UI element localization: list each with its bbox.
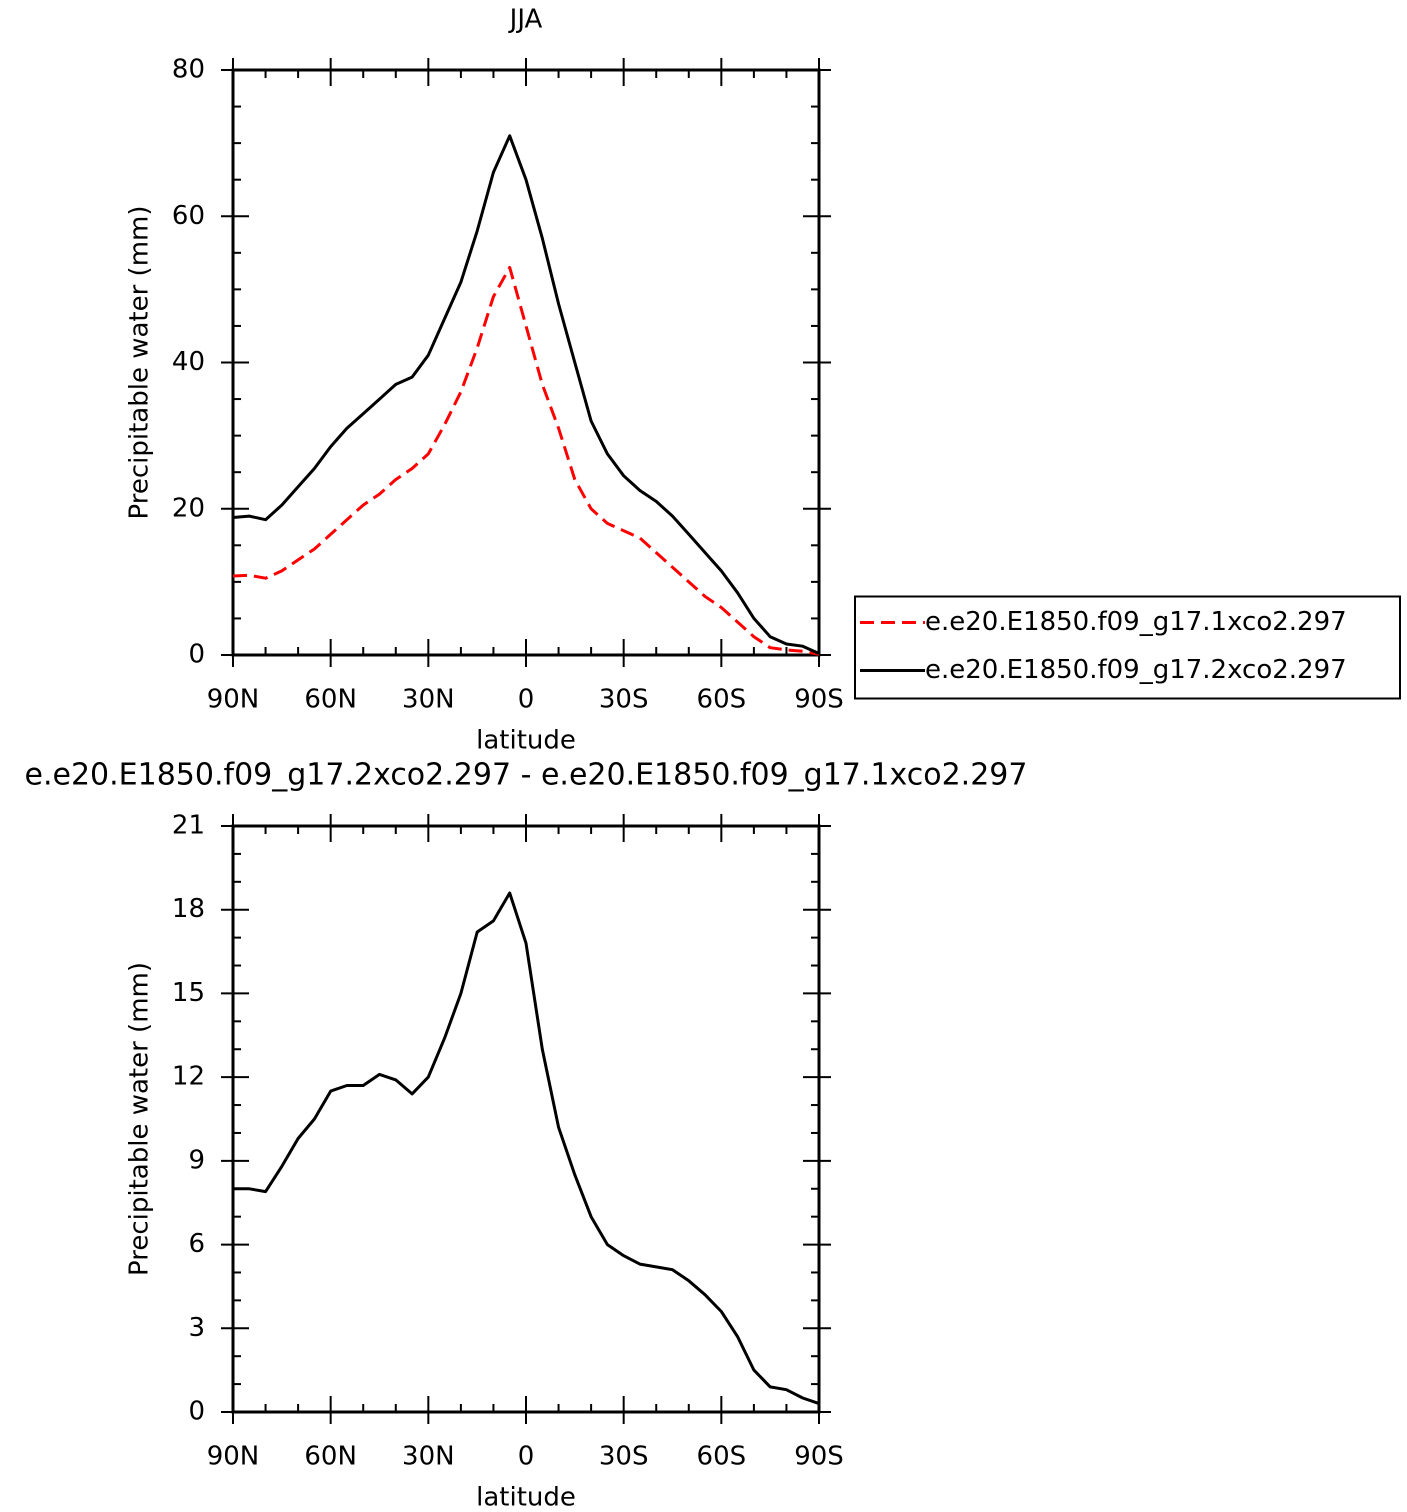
x-tick-label: 0 [518,685,535,715]
x-tick-label: 60S [697,685,747,715]
y-tick-label: 12 [172,1062,205,1092]
plot-frame [231,68,821,657]
y-tick-label: 40 [172,347,205,377]
x-tick-label: 30S [599,685,649,715]
x-tick-label: 60S [697,1442,747,1472]
y-tick-label: 80 [172,55,205,85]
x-tick-label: 90S [794,685,844,715]
y-tick-label: 18 [172,894,205,924]
y-tick-label: 3 [188,1313,205,1343]
y-axis-label: Precipitable water (mm) [125,962,155,1276]
y-axis-label: Precipitable water (mm) [125,206,155,520]
x-axis-label: latitude [476,726,576,756]
y-tick-label: 0 [188,1397,205,1427]
x-tick-label: 0 [518,1442,535,1472]
data-line [232,265,820,656]
y-tick-label: 9 [188,1145,205,1175]
x-tick-label: 30S [599,1442,649,1472]
y-tick-label: 60 [172,201,205,231]
chart-title: e.e20.E1850.f09_g17.2xco2.297 - e.e20.E1… [25,758,1028,793]
y-tick-label: 6 [188,1229,205,1259]
x-tick-label: 90S [794,1442,844,1472]
y-tick-label: 15 [172,978,205,1008]
chart-title: JJA [508,5,543,35]
x-axis-label: latitude [476,1483,576,1512]
legend-label: e.e20.E1850.f09_g17.2xco2.297 [925,655,1347,685]
y-tick-label: 21 [172,811,205,841]
x-tick-label: 60N [304,1442,357,1472]
y-tick-label: 20 [172,493,205,523]
x-tick-label: 90N [207,1442,260,1472]
x-tick-label: 60N [304,685,357,715]
x-tick-label: 30N [402,1442,455,1472]
data-line [233,891,820,1406]
x-tick-label: 90N [207,685,260,715]
y-tick-label: 0 [188,640,205,670]
legend-box [854,595,1401,700]
legend-label: e.e20.E1850.f09_g17.1xco2.297 [925,607,1347,637]
data-line [232,134,820,655]
x-tick-label: 30N [402,685,455,715]
plot-frame [231,824,821,1414]
